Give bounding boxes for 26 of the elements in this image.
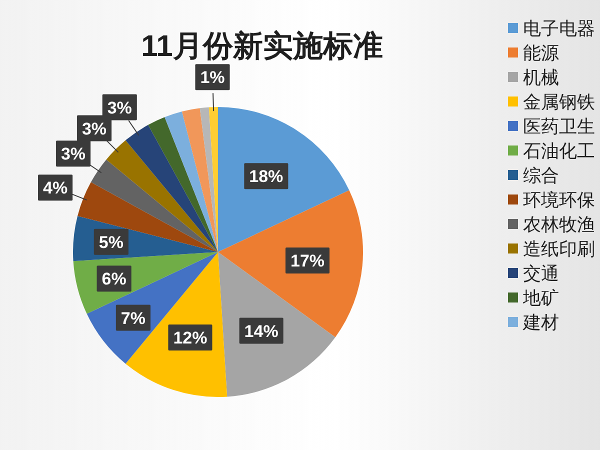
data-label: 4%: [43, 178, 68, 198]
legend-label: 综合: [523, 166, 559, 186]
legend-label: 金属钢铁: [523, 92, 595, 112]
data-label: 3%: [107, 98, 132, 118]
data-label: 17%: [290, 251, 325, 270]
data-label: 1%: [200, 68, 225, 88]
legend-label: 农林牧渔: [523, 214, 595, 234]
data-label: 5%: [98, 232, 124, 252]
data-label: 3%: [60, 144, 86, 164]
legend-label: 环境环保: [523, 190, 595, 210]
data-label: 12%: [173, 328, 208, 348]
data-label: 14%: [244, 322, 278, 341]
legend-label: 医药卫生: [523, 116, 595, 136]
legend-label: 建材: [522, 312, 559, 332]
legend-label: 能源: [523, 43, 559, 63]
legend-label: 造纸印刷: [523, 239, 595, 259]
title: 11月份新实施标准: [141, 30, 383, 63]
legend-label: 地矿: [522, 288, 559, 308]
legend-label: 石油化工: [523, 141, 595, 161]
legend-label: 机械: [523, 68, 559, 88]
data-label: 3%: [82, 119, 107, 138]
data-label: 18%: [249, 167, 284, 186]
legend-label: 电子电器: [523, 18, 595, 38]
legend-label: 交通: [523, 264, 559, 284]
data-label: 7%: [120, 308, 146, 328]
data-label: 6%: [102, 270, 126, 289]
